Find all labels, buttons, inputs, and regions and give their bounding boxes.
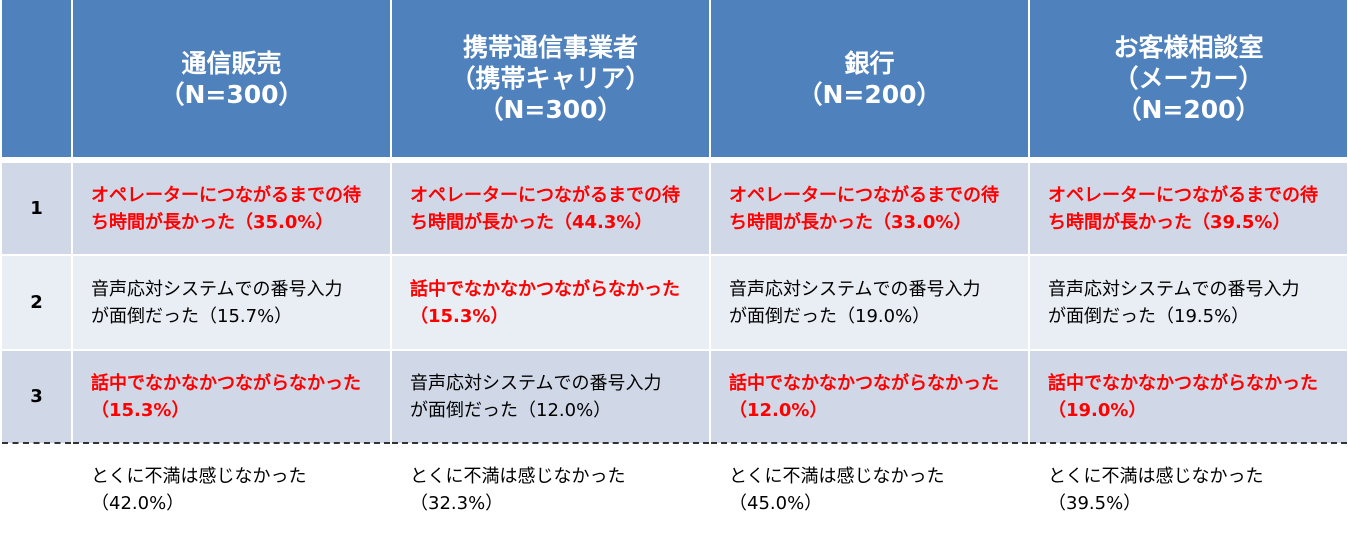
table-row: とくに不満は感じなかった （42.0%） とくに不満は感じなかった （32.3%） …	[0, 442, 1348, 535]
cell-line: 音声応対システムでの番号入力	[729, 278, 981, 300]
cell-line: 話中でなかなかつながらなかった	[91, 372, 361, 394]
table-cell: 音声応対システムでの番号入力 が面倒だった（19.5%）	[1028, 254, 1348, 350]
cell-line: 音声応対システムでの番号入力	[410, 372, 662, 394]
column-header: 携帯通信事業者 （携帯キャリア） （N=300）	[390, 0, 711, 160]
column-header: お客様相談室 （メーカー） （N=200）	[1028, 0, 1348, 160]
column-header-line: 通信販売	[181, 48, 282, 78]
table-cell: とくに不満は感じなかった （45.0%）	[709, 442, 1030, 535]
cell-line: ち時間が長かった（35.0%）	[91, 211, 334, 233]
cell-line: （12.0%）	[729, 399, 828, 421]
cell-line: が面倒だった（19.5%）	[1048, 305, 1250, 327]
cell-line: 話中でなかなかつながらなかった	[729, 372, 999, 394]
cell-line: オペレーターにつながるまでの待	[729, 184, 999, 206]
rank-number: 3	[0, 349, 73, 443]
table-cell: 話中でなかなかつながらなかった （12.0%）	[709, 349, 1030, 443]
cell-line: 音声応対システムでの番号入力	[1048, 278, 1300, 300]
table-cell: とくに不満は感じなかった （39.5%）	[1028, 442, 1348, 535]
table-cell: 話中でなかなかつながらなかった （15.3%）	[390, 254, 711, 350]
cell-line: （15.3%）	[91, 399, 190, 421]
column-header-line: （N=300）	[159, 79, 304, 109]
cell-line: オペレーターにつながるまでの待	[410, 184, 680, 206]
cell-line: （39.5%）	[1048, 492, 1142, 514]
table-cell: 音声応対システムでの番号入力 が面倒だった（15.7%）	[71, 254, 392, 350]
cell-line: ち時間が長かった（33.0%）	[729, 211, 972, 233]
table-cell: とくに不満は感じなかった （42.0%）	[71, 442, 392, 535]
table-cell: 音声応対システムでの番号入力 が面倒だった（19.0%）	[709, 254, 1030, 350]
cell-line: が面倒だった（15.7%）	[91, 305, 293, 327]
cell-line: 音声応対システムでの番号入力	[91, 278, 343, 300]
cell-line: オペレーターにつながるまでの待	[91, 184, 361, 206]
cell-line: とくに不満は感じなかった	[1048, 465, 1264, 487]
cell-line: が面倒だった（12.0%）	[410, 399, 612, 421]
cell-line: ち時間が長かった（39.5%）	[1048, 211, 1291, 233]
table-row: 3 話中でなかなかつながらなかった （15.3%） 音声応対システムでの番号入力が…	[0, 349, 1348, 443]
rank-number: 1	[0, 157, 73, 255]
column-header-line: （N=200）	[1116, 95, 1261, 124]
cell-line: （42.0%）	[91, 492, 185, 514]
rank-number: 2	[0, 254, 73, 350]
column-header-line: 銀行	[844, 48, 895, 78]
cell-line: 話中でなかなかつながらなかった	[1048, 372, 1318, 394]
table-cell: 話中でなかなかつながらなかった （15.3%）	[71, 349, 392, 443]
table-row: 2 音声応対システムでの番号入力 が面倒だった（15.7%） 話中でなかなかつなが…	[0, 254, 1348, 350]
table-cell: 話中でなかなかつながらなかった （19.0%）	[1028, 349, 1348, 443]
header-corner	[0, 0, 73, 160]
column-header: 通信販売 （N=300）	[71, 0, 392, 160]
column-header-line: （携帯キャリア）	[450, 64, 651, 93]
cell-line: 話中でなかなかつながらなかった	[410, 278, 680, 300]
table-cell: オペレーターにつながるまでの待 ち時間が長かった（39.5%）	[1028, 157, 1348, 255]
cell-line: とくに不満は感じなかった	[410, 465, 626, 487]
cell-line: オペレーターにつながるまでの待	[1048, 184, 1318, 206]
table-cell: とくに不満は感じなかった （32.3%）	[390, 442, 711, 535]
column-header-line: お客様相談室	[1113, 33, 1264, 62]
column-header-line: 携帯通信事業者	[462, 33, 638, 62]
column-header-line: （N=200）	[797, 79, 942, 109]
table-cell: 音声応対システムでの番号入力 が面倒だった（12.0%）	[390, 349, 711, 443]
rank-number	[0, 442, 73, 535]
cell-line: ち時間が長かった（44.3%）	[410, 211, 653, 233]
column-header-line: （メーカー）	[1113, 64, 1264, 93]
cell-line: とくに不満は感じなかった	[91, 465, 307, 487]
column-header: 銀行 （N=200）	[709, 0, 1030, 160]
header-row: 通信販売 （N=300） 携帯通信事業者 （携帯キャリア） （N=300） 銀行…	[0, 0, 1348, 160]
table-cell: オペレーターにつながるまでの待 ち時間が長かった（35.0%）	[71, 157, 392, 255]
cell-line: （15.3%）	[410, 305, 509, 327]
cell-line: （45.0%）	[729, 492, 823, 514]
table-cell: オペレーターにつながるまでの待 ち時間が長かった（33.0%）	[709, 157, 1030, 255]
cell-line: が面倒だった（19.0%）	[729, 305, 931, 327]
table-cell: オペレーターにつながるまでの待 ち時間が長かった（44.3%）	[390, 157, 711, 255]
table-row: 1 オペレーターにつながるまでの待 ち時間が長かった（35.0%） オペレーターに…	[0, 157, 1348, 255]
column-header-line: （N=300）	[478, 95, 623, 124]
cell-line: とくに不満は感じなかった	[729, 465, 945, 487]
cell-line: （19.0%）	[1048, 399, 1147, 421]
cell-line: （32.3%）	[410, 492, 504, 514]
